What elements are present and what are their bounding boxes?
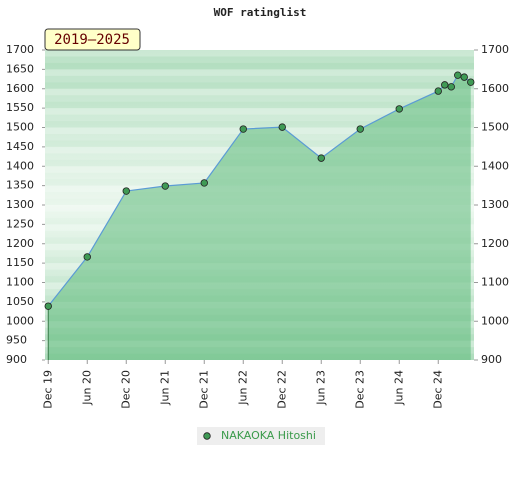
point [460, 73, 468, 81]
y-tick-label: 1650 [6, 62, 34, 75]
y2-tick-label: 1400 [481, 159, 509, 172]
y2-tick-label: 1100 [481, 276, 509, 289]
y-tick-label: 1500 [6, 121, 34, 134]
y-tick-label: 1700 [6, 43, 34, 56]
y-tick-label: 1200 [6, 237, 34, 250]
x-tick-label: Dec 22 [275, 370, 288, 409]
x-tick-label: Dec 23 [353, 370, 366, 409]
point [200, 179, 208, 187]
y-tick-label: 1050 [6, 295, 34, 308]
point [356, 125, 364, 133]
y-tick-label: 1250 [6, 217, 34, 230]
y2-tick-label: 1300 [481, 198, 509, 211]
point [317, 154, 325, 162]
y-tick-label: 1350 [6, 179, 34, 192]
y2-tick-label: 1000 [481, 314, 509, 327]
badge: 2019–2025 [54, 32, 130, 48]
x-tick-label: Dec 21 [197, 370, 210, 409]
legend-label: NAKAOKA Hitoshi [221, 429, 316, 442]
point [83, 253, 91, 261]
y2-tick-label: 1600 [481, 82, 509, 95]
badge-box [44, 28, 141, 51]
x-tick-label: Jun 23 [314, 370, 327, 406]
x-tick-label: Jun 22 [236, 370, 249, 406]
y-tick-label: 950 [6, 334, 27, 347]
area [48, 75, 471, 360]
y-tick-label: 1550 [6, 101, 34, 114]
x-tick-label: Jun 21 [158, 370, 171, 406]
y-tick-label: 1150 [6, 256, 34, 269]
y2-tick-label: 1500 [481, 121, 509, 134]
point [122, 187, 130, 195]
y-tick-label: 900 [6, 353, 27, 366]
y2-tick-label: 900 [481, 353, 502, 366]
point [278, 123, 286, 131]
y-tick-label: 1450 [6, 140, 34, 153]
point [447, 83, 455, 91]
x-tick-label: Dec 20 [119, 370, 132, 409]
point [161, 182, 169, 190]
point [395, 105, 403, 113]
y-tick-label: 1600 [6, 82, 34, 95]
y-tick-label: 1100 [6, 276, 34, 289]
x-tick-label: Dec 24 [431, 370, 444, 409]
y2-tick-label: 1700 [481, 43, 509, 56]
point [434, 87, 442, 95]
y-tick-label: 1400 [6, 159, 34, 172]
x-tick-label: Jun 20 [80, 370, 93, 406]
line [47, 74, 472, 307]
legend-box [197, 427, 325, 445]
point [44, 302, 52, 310]
legend-marker [203, 432, 211, 440]
y2-tick-label: 1200 [481, 237, 509, 250]
point [239, 125, 247, 133]
x-tick-label: Dec 19 [41, 370, 54, 409]
y-tick-label: 1000 [6, 314, 34, 327]
point [467, 78, 475, 86]
chart-title: WOF ratinglist [214, 6, 307, 19]
y-tick-label: 1300 [6, 198, 34, 211]
x-tick-label: Jun 24 [392, 370, 405, 406]
point [441, 81, 449, 89]
point [454, 71, 462, 79]
